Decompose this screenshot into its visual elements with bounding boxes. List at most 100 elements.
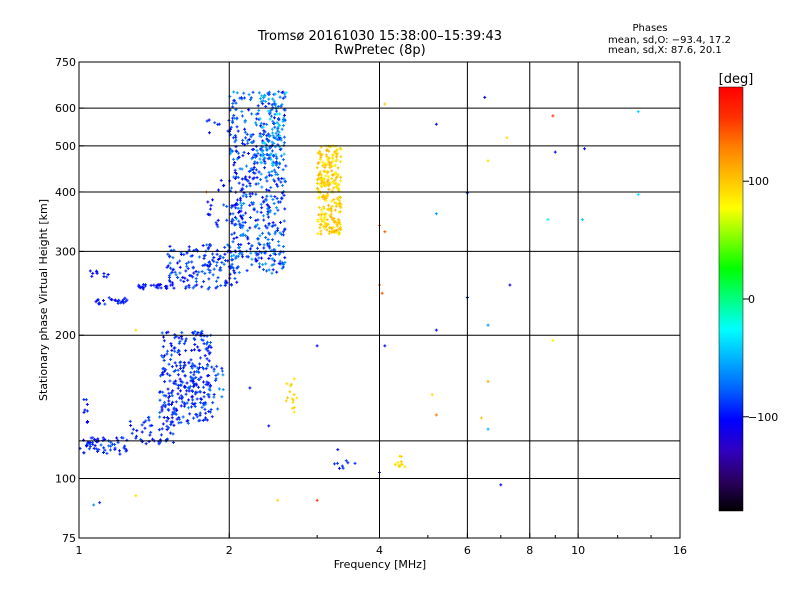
data-point — [258, 265, 262, 269]
data-point — [205, 243, 209, 247]
data-point — [211, 258, 215, 262]
data-point — [261, 195, 265, 199]
data-point — [315, 498, 319, 502]
data-point — [192, 348, 196, 352]
data-point — [233, 177, 237, 181]
data-point — [161, 390, 165, 394]
data-point — [192, 373, 196, 377]
data-point — [318, 151, 322, 155]
data-point — [267, 90, 271, 94]
data-point — [207, 393, 211, 397]
data-point — [263, 251, 267, 255]
data-point — [201, 367, 205, 371]
data-point — [118, 452, 122, 456]
data-point — [269, 144, 273, 148]
data-point — [182, 342, 186, 346]
data-point — [245, 132, 249, 136]
data-point — [244, 136, 248, 140]
data-point — [191, 275, 195, 279]
data-point — [212, 369, 216, 373]
data-point — [329, 212, 333, 216]
data-point — [240, 97, 244, 101]
data-point — [189, 379, 193, 383]
data-point — [260, 256, 264, 260]
data-point — [96, 449, 100, 453]
data-point — [236, 129, 240, 133]
data-point — [254, 251, 258, 255]
data-point — [107, 296, 111, 300]
data-point — [208, 269, 212, 273]
data-point — [264, 224, 268, 228]
data-point — [331, 228, 335, 232]
data-point — [259, 148, 263, 152]
data-point — [270, 108, 274, 112]
data-point — [266, 206, 270, 210]
data-point — [170, 394, 174, 398]
data-point — [434, 413, 438, 417]
data-point — [233, 161, 237, 165]
data-point — [266, 204, 270, 208]
data-point — [253, 153, 257, 157]
data-point — [206, 247, 210, 251]
data-point — [275, 121, 279, 125]
data-point — [248, 203, 252, 207]
data-point — [161, 403, 165, 407]
data-point — [170, 353, 174, 357]
data-point — [140, 423, 144, 427]
data-point — [110, 442, 114, 446]
data-point — [261, 102, 265, 106]
data-point — [273, 112, 277, 116]
data-point — [230, 232, 234, 236]
data-point — [295, 396, 299, 400]
data-point — [86, 440, 90, 444]
data-point — [242, 201, 246, 205]
data-point — [201, 264, 205, 268]
data-point — [267, 231, 271, 235]
data-point — [194, 269, 198, 273]
data-point — [171, 410, 175, 414]
data-point — [168, 394, 172, 398]
x-tick-label: 10 — [571, 544, 585, 557]
data-point — [316, 232, 320, 236]
data-point — [286, 396, 290, 400]
data-point — [180, 397, 184, 401]
data-point — [327, 232, 331, 236]
data-point — [89, 436, 93, 440]
data-point — [171, 283, 175, 287]
data-point — [201, 365, 205, 369]
data-point — [243, 118, 247, 122]
data-point — [334, 185, 338, 189]
data-point — [339, 195, 343, 199]
data-point — [226, 129, 230, 133]
data-point — [266, 109, 270, 113]
data-point — [160, 405, 164, 409]
data-point — [253, 171, 257, 175]
data-point — [255, 161, 259, 165]
data-point — [109, 440, 113, 444]
data-point — [250, 112, 254, 116]
data-point — [178, 377, 182, 381]
data-point — [244, 193, 248, 197]
data-point — [230, 265, 234, 269]
data-point — [246, 179, 250, 183]
data-point — [107, 444, 111, 448]
data-point — [272, 168, 276, 172]
data-point — [319, 229, 323, 233]
data-point — [318, 226, 322, 230]
data-point — [335, 158, 339, 162]
data-point — [228, 272, 232, 276]
grid-lines — [79, 62, 680, 538]
data-point — [224, 259, 228, 263]
data-point — [238, 167, 242, 171]
data-point — [250, 157, 254, 161]
data-point — [159, 374, 163, 378]
data-point — [78, 446, 82, 450]
data-point — [183, 339, 187, 343]
data-point — [323, 177, 327, 181]
data-point — [170, 391, 174, 395]
data-point — [261, 139, 265, 143]
data-point — [254, 257, 258, 261]
data-point — [125, 448, 129, 452]
data-point — [278, 231, 282, 235]
data-point — [280, 127, 284, 131]
